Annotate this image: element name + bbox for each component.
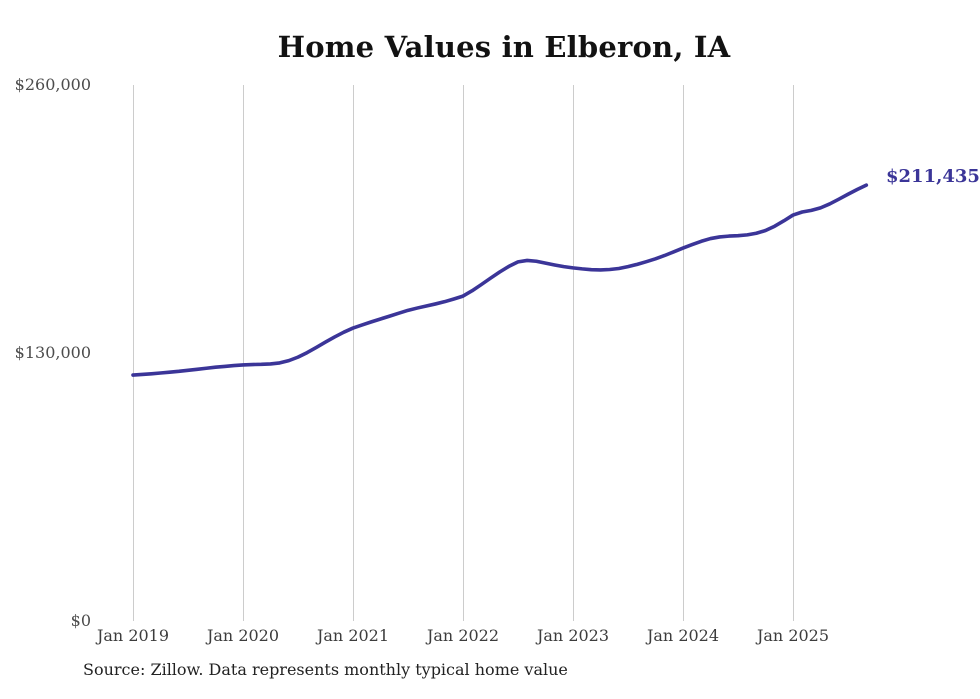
y-tick-label-0: $0 [70,611,91,630]
x-tick-label-2019: Jan 2019 [96,626,170,645]
x-tick-label-2025: Jan 2025 [756,626,830,645]
chart-title: Home Values in Elberon, IA [277,30,731,64]
latest-value-label: $211,435 [886,166,980,187]
y-tick-label-130000: $130,000 [14,343,91,362]
x-tick-label-2021: Jan 2021 [316,626,390,645]
y-tick-label-260000: $260,000 [14,75,91,94]
source-note: Source: Zillow. Data represents monthly … [83,660,568,679]
x-tick-label-2023: Jan 2023 [536,626,610,645]
x-tick-label-2020: Jan 2020 [206,626,280,645]
x-tick-label-2022: Jan 2022 [426,626,500,645]
x-tick-label-2024: Jan 2024 [646,626,720,645]
